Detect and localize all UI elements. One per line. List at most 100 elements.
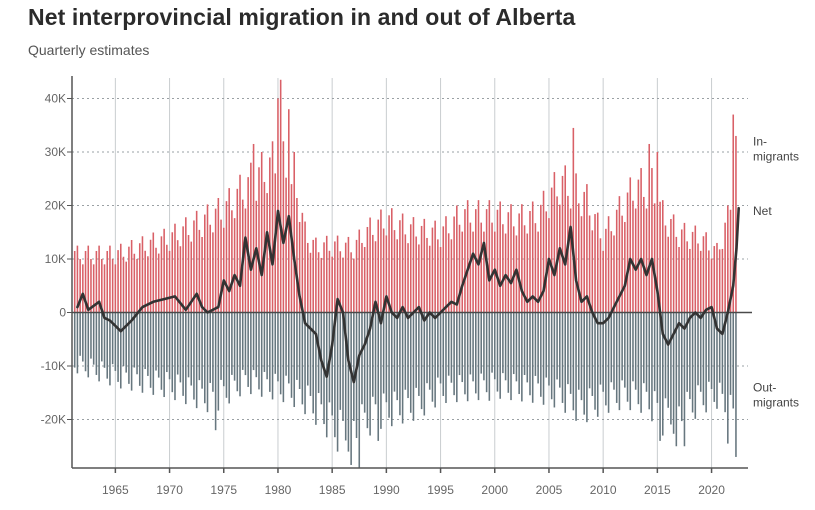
in-bar bbox=[523, 225, 526, 313]
out-bar bbox=[382, 312, 385, 394]
out-bar bbox=[344, 312, 347, 441]
out-bar bbox=[361, 312, 363, 405]
in-series-label: In- bbox=[753, 134, 767, 148]
in-bar bbox=[586, 184, 588, 313]
in-bar bbox=[247, 177, 249, 313]
out-bar bbox=[591, 312, 594, 396]
out-bar bbox=[461, 312, 464, 383]
out-bar bbox=[312, 312, 314, 414]
in-bar bbox=[729, 209, 732, 313]
in-bar bbox=[114, 264, 117, 313]
x-tick-label: 1985 bbox=[319, 483, 346, 497]
in-bar bbox=[298, 221, 301, 313]
in-bar bbox=[564, 165, 567, 313]
out-bar bbox=[334, 312, 336, 438]
in-bar bbox=[198, 229, 201, 313]
out-bar bbox=[431, 312, 434, 402]
out-bar bbox=[152, 312, 155, 395]
out-bar bbox=[464, 312, 466, 395]
out-bar bbox=[542, 312, 545, 405]
out-bar bbox=[222, 312, 225, 387]
in-bar bbox=[393, 230, 396, 313]
in-bar bbox=[160, 236, 163, 313]
in-bar bbox=[596, 212, 599, 313]
out-bar bbox=[618, 312, 621, 411]
in-bar bbox=[147, 256, 149, 313]
in-bar bbox=[613, 235, 615, 313]
out-bar bbox=[607, 312, 610, 413]
out-bar bbox=[596, 312, 599, 417]
out-bar bbox=[664, 312, 667, 399]
out-bar bbox=[675, 312, 678, 447]
in-bar bbox=[103, 264, 106, 313]
in-bar bbox=[355, 239, 358, 313]
out-bar bbox=[561, 312, 564, 403]
out-bar bbox=[466, 312, 469, 402]
in-bar bbox=[149, 239, 152, 313]
out-bar bbox=[705, 312, 707, 413]
in-bar bbox=[716, 242, 718, 313]
in-bar bbox=[320, 257, 323, 313]
out-bar bbox=[415, 312, 417, 388]
out-bar bbox=[369, 312, 371, 436]
out-bar bbox=[239, 312, 241, 397]
out-bar bbox=[250, 312, 252, 395]
in-bar bbox=[526, 233, 529, 313]
out-bar bbox=[572, 312, 575, 411]
in-bar bbox=[624, 221, 626, 313]
out-bar bbox=[412, 312, 415, 421]
out-bar bbox=[637, 312, 640, 405]
in-bar bbox=[537, 231, 539, 313]
out-bar bbox=[315, 312, 317, 425]
in-bar bbox=[504, 233, 507, 313]
in-bar bbox=[385, 235, 388, 313]
in-bar bbox=[214, 208, 217, 313]
out-bar bbox=[98, 312, 100, 382]
out-bar bbox=[388, 312, 390, 418]
in-bar bbox=[404, 234, 407, 313]
in-bar bbox=[683, 222, 686, 313]
y-tick-label: 40K bbox=[45, 92, 66, 106]
out-bar bbox=[217, 312, 220, 411]
in-bar bbox=[163, 228, 165, 313]
in-bar bbox=[106, 250, 109, 313]
in-bar bbox=[605, 228, 607, 313]
in-bar bbox=[472, 231, 474, 313]
out-bar bbox=[353, 312, 355, 421]
out-bar bbox=[518, 312, 520, 395]
in-bar bbox=[380, 209, 382, 313]
in-bar bbox=[361, 242, 363, 313]
out-migrant-bars bbox=[73, 312, 737, 468]
in-bar bbox=[718, 249, 721, 313]
y-tick-label: 10K bbox=[45, 252, 66, 266]
in-bar bbox=[437, 239, 439, 313]
in-bar bbox=[239, 174, 241, 313]
out-bar bbox=[396, 312, 398, 401]
out-bar bbox=[586, 312, 588, 423]
in-bar bbox=[518, 213, 520, 313]
in-bar bbox=[675, 236, 678, 313]
in-bar bbox=[225, 201, 228, 313]
in-bar bbox=[258, 167, 260, 313]
in-bar bbox=[632, 200, 634, 313]
in-bar bbox=[678, 247, 680, 313]
in-bar bbox=[602, 250, 604, 313]
out-bar bbox=[258, 312, 260, 390]
y-tick-label: -10K bbox=[41, 359, 66, 373]
in-bar bbox=[542, 190, 545, 313]
in-bar bbox=[735, 135, 737, 313]
in-bar bbox=[317, 252, 320, 313]
in-bar bbox=[599, 238, 602, 313]
out-bar bbox=[507, 312, 510, 393]
out-bar bbox=[220, 312, 222, 380]
in-bar bbox=[672, 214, 675, 313]
out-bar bbox=[661, 312, 664, 436]
in-bar bbox=[334, 241, 336, 313]
in-bar bbox=[659, 201, 661, 313]
out-bar bbox=[128, 312, 130, 384]
in-bar bbox=[496, 209, 499, 313]
out-bar bbox=[73, 312, 76, 368]
in-bar bbox=[618, 196, 621, 313]
in-bar bbox=[629, 177, 632, 313]
out-bar bbox=[686, 312, 688, 392]
